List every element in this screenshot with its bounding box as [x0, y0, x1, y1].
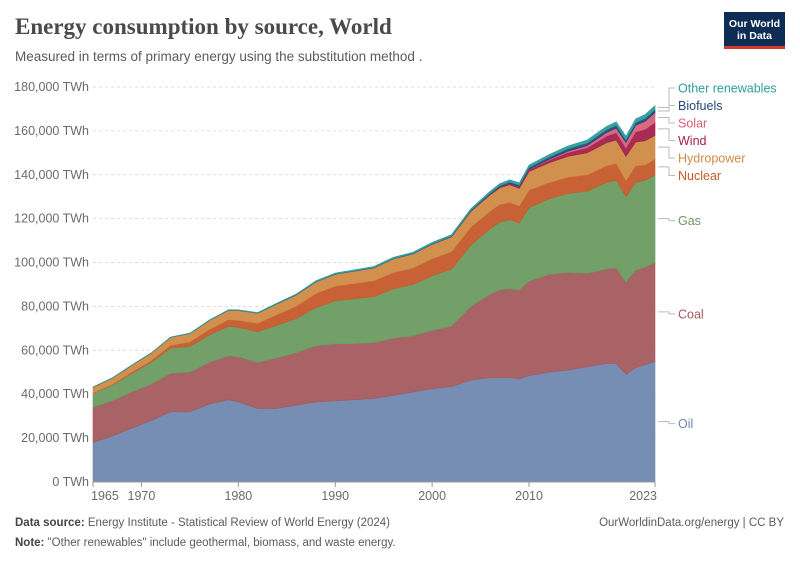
- legend-connector-coal: [658, 311, 675, 315]
- legend-connector-other-renewables: [658, 87, 675, 109]
- legend-connector-solar: [658, 117, 675, 124]
- series-areas: [92, 104, 656, 483]
- chart-title: Energy consumption by source, World: [15, 14, 392, 39]
- legend-connector-hydropower: [658, 146, 675, 159]
- note-text: "Other renewables" include geothermal, b…: [47, 537, 396, 549]
- data-source-text: Energy Institute - Statistical Review of…: [87, 517, 390, 529]
- x-tick-label-2010: 2010: [515, 489, 543, 503]
- note: Note: "Other renewables" include geother…: [15, 537, 396, 549]
- legend-label-coal: Coal: [678, 307, 704, 321]
- logo-line-1: Our World: [728, 18, 781, 30]
- x-tick-label-2023: 2023: [629, 489, 657, 503]
- y-tick-label-40000: 40,000 TWh: [21, 387, 89, 401]
- y-tick-label-80000: 80,000 TWh: [21, 299, 89, 313]
- data-source-label: Data source:: [15, 517, 85, 529]
- note-label: Note:: [15, 537, 45, 549]
- x-tick-label-1970: 1970: [128, 489, 156, 503]
- y-tick-label-0: 0 TWh: [52, 475, 89, 489]
- legend-connector-oil: [658, 421, 675, 425]
- legend-label-biofuels: Biofuels: [678, 99, 722, 113]
- stacked-area-chart: 0 TWh 20,000 TWh 40,000 TWh 60,000 TWh 80,00…: [14, 80, 777, 503]
- logo-line-2: in Data: [736, 30, 772, 42]
- area-other-renewables: [92, 104, 656, 388]
- y-tick-label-20000: 20,000 TWh: [21, 431, 89, 445]
- legend: Other renewables Biofuels Solar Wind Hydropo…: [658, 82, 777, 431]
- legend-connector-wind: [658, 128, 675, 141]
- footer-link[interactable]: OurWorldinData.org/energy | CC BY: [599, 517, 784, 529]
- data-source: Data source: Energy Institute - Statisti…: [15, 517, 390, 529]
- legend-label-oil: Oil: [678, 417, 693, 431]
- legend-connector-gas: [658, 218, 675, 222]
- y-tick-label-140000: 140,000 TWh: [14, 168, 89, 182]
- x-axis: 1965 1970 1980 1990 2000 2010 2023: [91, 481, 657, 503]
- y-tick-label-60000: 60,000 TWh: [21, 343, 89, 357]
- legend-label-other-renewables: Other renewables: [678, 82, 777, 96]
- y-tick-label-180000: 180,000 TWh: [14, 80, 89, 94]
- legend-label-hydropower: Hydropower: [678, 151, 745, 165]
- legend-connector-biofuels: [658, 104, 675, 112]
- x-tick-label-1990: 1990: [321, 489, 349, 503]
- legend-label-wind: Wind: [678, 134, 707, 148]
- y-axis: 0 TWh 20,000 TWh 40,000 TWh 60,000 TWh 80,00…: [14, 80, 89, 489]
- x-tick-label-2000: 2000: [418, 489, 446, 503]
- legend-label-solar: Solar: [678, 116, 707, 130]
- y-tick-label-160000: 160,000 TWh: [14, 124, 89, 138]
- y-tick-label-120000: 120,000 TWh: [14, 212, 89, 226]
- owid-logo[interactable]: Our World in Data: [724, 12, 785, 49]
- legend-label-gas: Gas: [678, 214, 701, 228]
- chart-subtitle: Measured in terms of primary energy usin…: [15, 49, 423, 64]
- x-tick-label-1980: 1980: [224, 489, 252, 503]
- y-tick-label-100000: 100,000 TWh: [14, 256, 89, 270]
- legend-connector-nuclear: [658, 166, 675, 176]
- legend-label-nuclear: Nuclear: [678, 169, 721, 183]
- x-tick-label-1965: 1965: [91, 489, 119, 503]
